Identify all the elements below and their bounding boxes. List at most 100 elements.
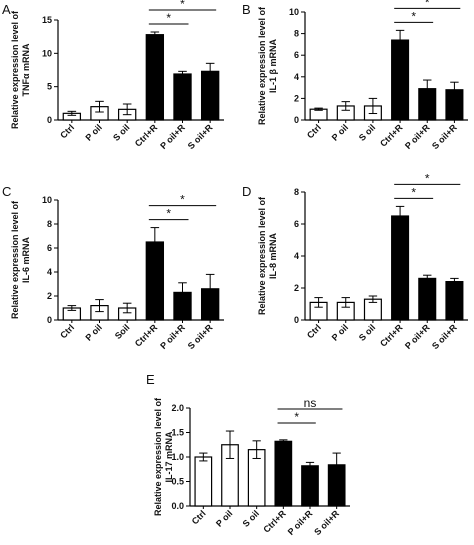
category-label: S oil [357,122,378,143]
y-tick-label: 8 [47,219,52,229]
category-label: Ctrl [305,322,323,340]
y-axis-label: IL-1 β mRNA [268,39,278,93]
bar [309,108,328,121]
y-axis-label: Relative expression level of [153,397,163,516]
bar [200,288,220,321]
y-axis-label: TNFα mRNA [21,43,31,97]
panel-letter: C [2,184,11,199]
y-axis-label: Relative expression level of [257,196,267,315]
bar [194,456,213,507]
category-label: Ctrl+R [133,322,160,349]
significance-label: * [180,193,185,207]
significance-label: ns [304,396,317,410]
y-tick-label: 10 [289,7,299,17]
bar [173,73,192,121]
bar [173,291,192,321]
category-label: Ctrl [58,322,76,340]
category-label: P oil [330,122,350,142]
category-label: S oil [357,322,378,343]
y-axis-label: IL-8 mRNA [268,233,278,280]
category-label: P oil [214,508,234,528]
y-tick-label: 6 [47,243,52,253]
bar [200,70,220,121]
category-label: P oil+R [286,508,315,537]
category-label: Soil [113,322,132,341]
category-label: P oil [84,322,104,342]
y-tick-label: 2 [47,291,52,301]
y-tick-label: 1.0 [171,452,184,462]
panel-letter: A [2,2,11,17]
bar [445,281,464,321]
category-label: Ctrl [305,122,323,140]
category-label: Ctrl+R [261,508,288,535]
bar [391,215,410,321]
bar [327,464,346,507]
panel-letter: E [146,372,155,387]
category-label: S oil+R [430,122,459,151]
category-label: P oil+R [403,322,432,351]
y-tick-label: 2 [294,93,299,103]
category-label: P oil+R [158,122,187,151]
bar [418,277,437,321]
category-label: P oil [84,122,104,142]
y-tick-label: 0.5 [171,477,184,487]
y-axis-label: Relative expression level of [257,6,267,125]
bar [145,34,165,121]
significance-label: * [411,9,416,23]
category-label: Ctrl+R [378,122,405,149]
significance-label: * [166,207,171,221]
bar [391,39,410,121]
y-tick-label: 8 [294,29,299,39]
bar [301,465,319,507]
panel-letter: D [242,184,251,199]
bar [445,89,464,121]
significance-label: * [411,185,416,199]
y-axis-label: IL-17 mRNA [164,431,174,483]
y-tick-label: 2 [294,283,299,293]
y-tick-label: 5 [47,82,52,92]
panel-letter: B [242,2,251,17]
y-tick-label: 10 [42,48,52,58]
y-axis-label: Relative expression level of [10,10,20,129]
category-label: S oil [111,122,132,143]
bar [274,440,293,507]
y-tick-label: 4 [47,267,52,277]
y-tick-label: 4 [294,72,299,82]
category-label: Ctrl+R [378,322,405,349]
category-label: P oil+R [403,122,432,151]
y-tick-label: 1.5 [171,428,184,438]
y-tick-label: 2.0 [171,403,184,413]
y-tick-label: 6 [294,50,299,60]
category-label: S oil+R [186,122,215,151]
category-label: S oil+R [186,322,215,351]
significance-label: * [425,171,430,185]
y-tick-label: 0.0 [171,501,184,511]
category-label: P oil+R [158,322,187,351]
category-label: P oil [330,322,350,342]
significance-label: * [425,0,430,9]
significance-label: * [180,0,185,11]
y-axis-label: Relative expression level of [10,200,20,319]
panel-d: D Relative expression level of IL-8 mRNA 0 2… [242,171,468,351]
y-tick-label: 0 [294,315,299,325]
y-tick-label: 0 [47,315,52,325]
y-axis-label: IL-6 mRNA [21,237,31,284]
bar [145,241,165,321]
category-label: S oil [241,508,262,529]
y-tick-label: 0 [294,115,299,125]
category-label: Ctrl [58,122,76,140]
category-label: S oil+R [430,322,459,351]
y-tick-label: 0 [47,115,52,125]
category-label: Ctrl [190,508,208,526]
y-tick-label: 6 [294,219,299,229]
significance-label: * [294,410,299,424]
significance-label: * [166,11,171,25]
y-tick-label: 15 [42,15,52,25]
y-tick-label: 10 [42,195,52,205]
y-tick-label: 8 [294,187,299,197]
category-label: Ctrl+R [133,122,160,149]
